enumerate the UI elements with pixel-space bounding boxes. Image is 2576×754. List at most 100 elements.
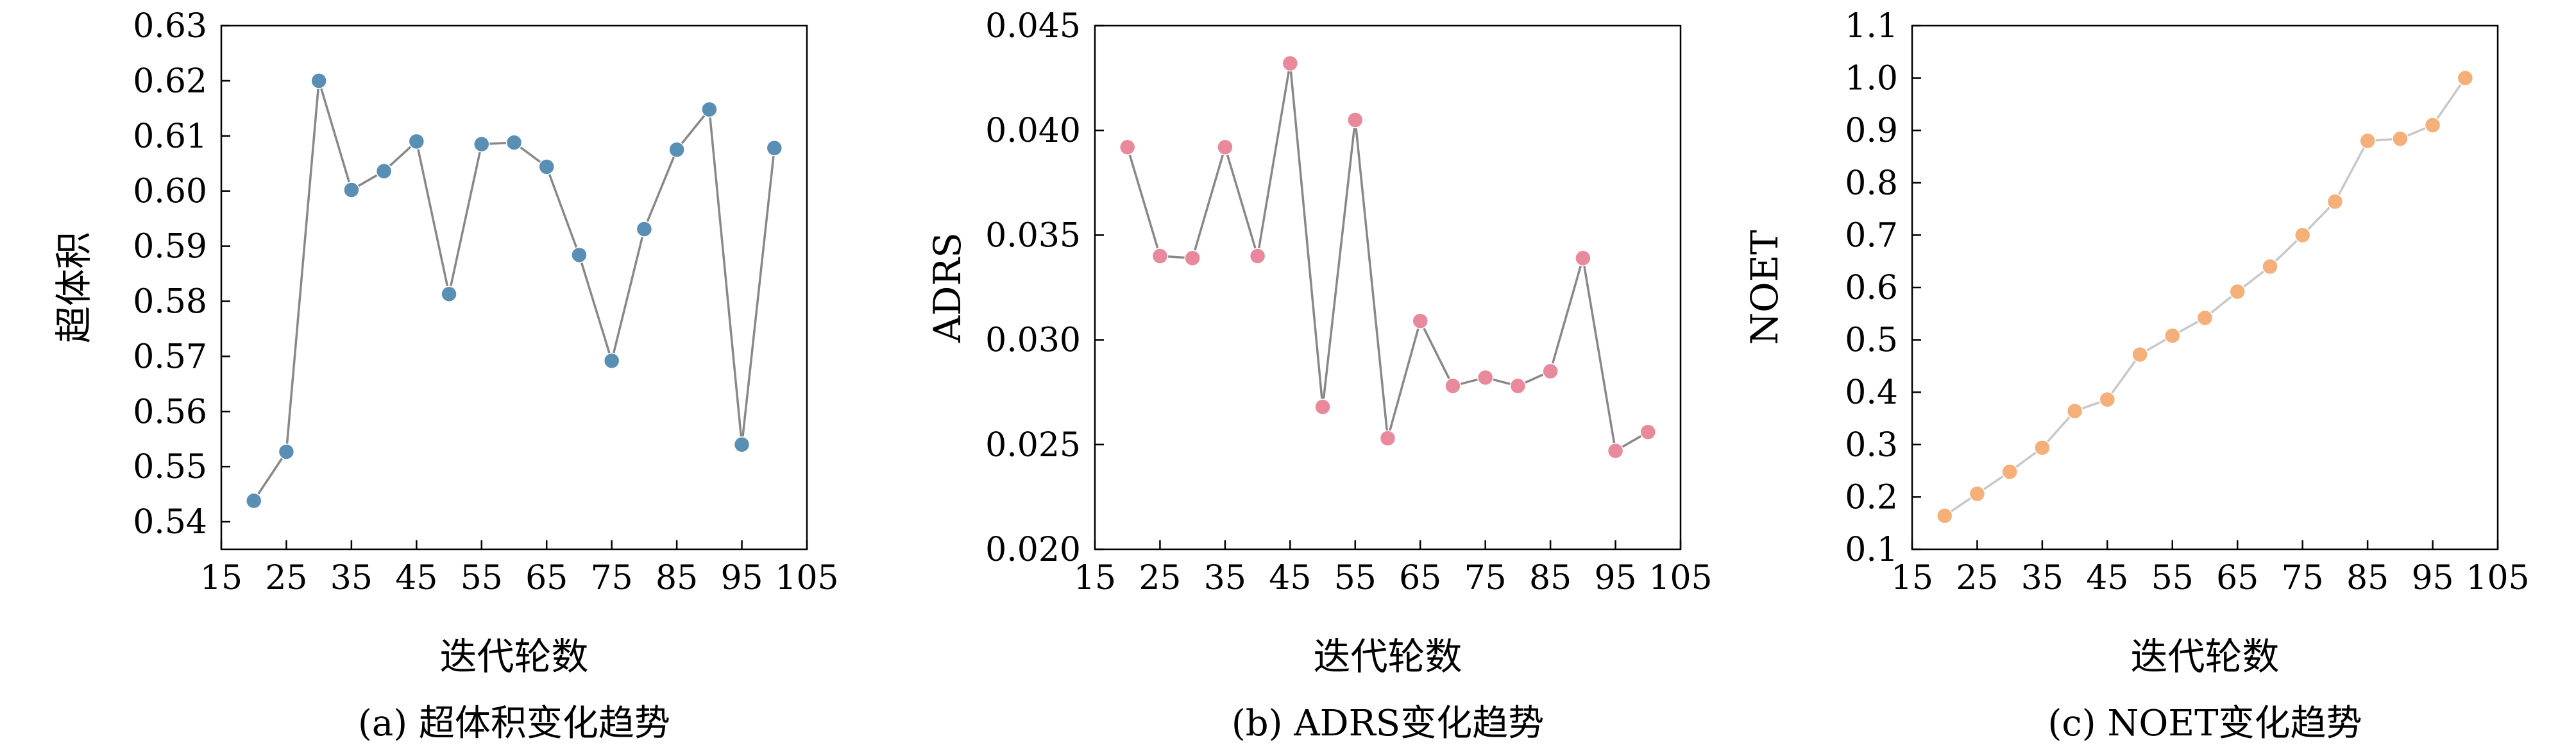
noet-data-point: [2164, 327, 2181, 344]
adrs-data-point: [1151, 248, 1169, 264]
hv-x-tick-label: 35: [330, 559, 373, 597]
adrs-data-point: [1184, 250, 1201, 267]
noet-y-tick-label: 0.7: [1845, 216, 1898, 255]
noet-data-point: [2326, 193, 2344, 210]
adrs-data-point: [1217, 139, 1233, 156]
hv-data-point: [733, 436, 750, 453]
hv-data-point: [538, 159, 555, 175]
adrs-x-tick-label: 35: [1204, 559, 1246, 597]
adrs-data-point: [1607, 442, 1624, 459]
adrs-series-line: [1126, 63, 1649, 453]
hv-y-tick-label: 0.54: [133, 503, 207, 542]
hv-x-tick-label: 25: [265, 559, 307, 597]
hv-data-point: [375, 163, 393, 180]
adrs-data-point: [1314, 398, 1331, 415]
adrs-data-point: [1640, 424, 1657, 440]
adrs-y-tick-label: 0.035: [985, 216, 1081, 255]
hv-data-point: [505, 134, 523, 151]
hv-data-point: [245, 492, 262, 510]
adrs-x-axis-label: 迭代轮数: [1313, 635, 1462, 678]
noet-data-point: [2229, 283, 2246, 300]
adrs-y-tick-label: 0.045: [985, 7, 1081, 46]
hv-y-tick-label: 0.59: [133, 228, 207, 266]
noet-caption: (c) NOET变化趋势: [2048, 703, 2362, 744]
adrs-data-point: [1477, 369, 1494, 386]
hv-data-point: [343, 182, 360, 198]
hv-data-point: [278, 443, 295, 460]
hv-y-tick-label: 0.62: [133, 62, 207, 101]
noet-chart: 15 25 35 45 55 65 75 85 95 105 0.1 0.2 0.3 0.4 0.5 0.6 0…: [1743, 7, 2530, 744]
hv-x-tick-label: 105: [775, 559, 838, 597]
hv-y-tick-label: 0.60: [133, 173, 207, 211]
noet-x-tick-label: 85: [2346, 559, 2389, 597]
adrs-data-point: [1379, 430, 1396, 447]
adrs-x-tick-label: 45: [1269, 559, 1311, 597]
adrs-data-point: [1282, 55, 1299, 72]
noet-y-tick-label: 0.5: [1845, 321, 1898, 360]
noet-data-point: [2392, 130, 2409, 148]
noet-data-point: [1969, 485, 1986, 502]
noet-data-point: [2457, 69, 2474, 87]
adrs-chart: 15 25 35 45 55 65 75 85 95 105 0.020 0.025 0.030 0.03…: [926, 7, 1713, 744]
hv-data-point: [571, 246, 588, 264]
hv-x-tick-label: 85: [656, 559, 698, 597]
adrs-data-point: [1445, 377, 1461, 395]
noet-x-tick-label: 55: [2151, 559, 2194, 597]
noet-x-tick-label: 45: [2086, 559, 2128, 597]
hv-x-tick-label: 15: [200, 559, 242, 597]
noet-x-tick-label: 65: [2216, 559, 2258, 597]
adrs-y-tick-label: 0.020: [985, 531, 1081, 569]
hv-data-point: [701, 101, 718, 118]
hv-plot-frame: [220, 24, 808, 551]
hv-x-tick-label: 55: [461, 559, 503, 597]
hv-data-point: [603, 352, 620, 369]
noet-x-tick-label: 25: [1956, 559, 1998, 597]
adrs-caption: (b) ADRS变化趋势: [1232, 703, 1544, 744]
adrs-x-tick-label: 55: [1334, 559, 1377, 597]
noet-data-point: [2294, 227, 2311, 244]
adrs-y-tick-label: 0.040: [985, 112, 1081, 150]
hv-x-tick-label: 65: [525, 559, 568, 597]
hv-y-tick-label: 0.55: [133, 448, 207, 486]
noet-y-tick-label: 0.9: [1845, 112, 1898, 150]
noet-data-point: [2424, 117, 2441, 133]
noet-data-point: [2001, 463, 2018, 480]
hv-y-tick-label: 0.56: [133, 393, 207, 431]
noet-data-point: [2034, 439, 2051, 456]
adrs-data-point: [1509, 377, 1527, 395]
hv-x-tick-label: 95: [720, 559, 763, 597]
hv-chart: 15 25 35 45 55 65 75 85 95 105 0.54 0.55 0.56 0.57 0.5…: [52, 7, 839, 744]
noet-data-point: [2196, 309, 2214, 327]
noet-x-tick-label: 105: [2466, 559, 2529, 597]
adrs-x-tick-label: 25: [1139, 559, 1181, 597]
hv-data-point: [473, 135, 490, 153]
adrs-data-point: [1249, 248, 1266, 264]
noet-x-axis-label: 迭代轮数: [2130, 635, 2279, 678]
hv-caption: (a) 超体积变化趋势: [358, 703, 670, 744]
noet-y-tick-label: 0.6: [1845, 269, 1898, 307]
adrs-x-tick-label: 85: [1529, 559, 1572, 597]
noet-y-tick-label: 0.3: [1845, 426, 1898, 465]
adrs-plot-frame: [1094, 24, 1682, 551]
noet-data-point: [1936, 508, 1953, 524]
hv-data-point: [668, 141, 685, 159]
noet-plot-frame: [1911, 24, 2499, 551]
noet-y-tick-label: 1.1: [1845, 7, 1898, 46]
hv-data-point: [441, 286, 457, 303]
noet-y-tick-label: 0.1: [1845, 531, 1898, 569]
noet-data-point: [2131, 346, 2148, 363]
adrs-y-axis-label: ADRS: [926, 232, 969, 343]
noet-data-point: [2066, 402, 2083, 420]
hv-x-tick-label: 45: [395, 559, 437, 597]
adrs-data-point: [1412, 313, 1428, 329]
hv-data-point: [766, 139, 783, 157]
hv-y-axis-label: 超体积: [52, 232, 96, 343]
noet-x-tick-label: 15: [1891, 559, 1933, 597]
noet-x-tick-label: 35: [2021, 559, 2063, 597]
noet-data-point: [2099, 391, 2116, 408]
adrs-x-tick-label: 65: [1399, 559, 1441, 597]
noet-y-tick-label: 0.4: [1845, 373, 1898, 412]
noet-data-point: [2359, 132, 2376, 150]
adrs-data-point: [1347, 112, 1364, 128]
